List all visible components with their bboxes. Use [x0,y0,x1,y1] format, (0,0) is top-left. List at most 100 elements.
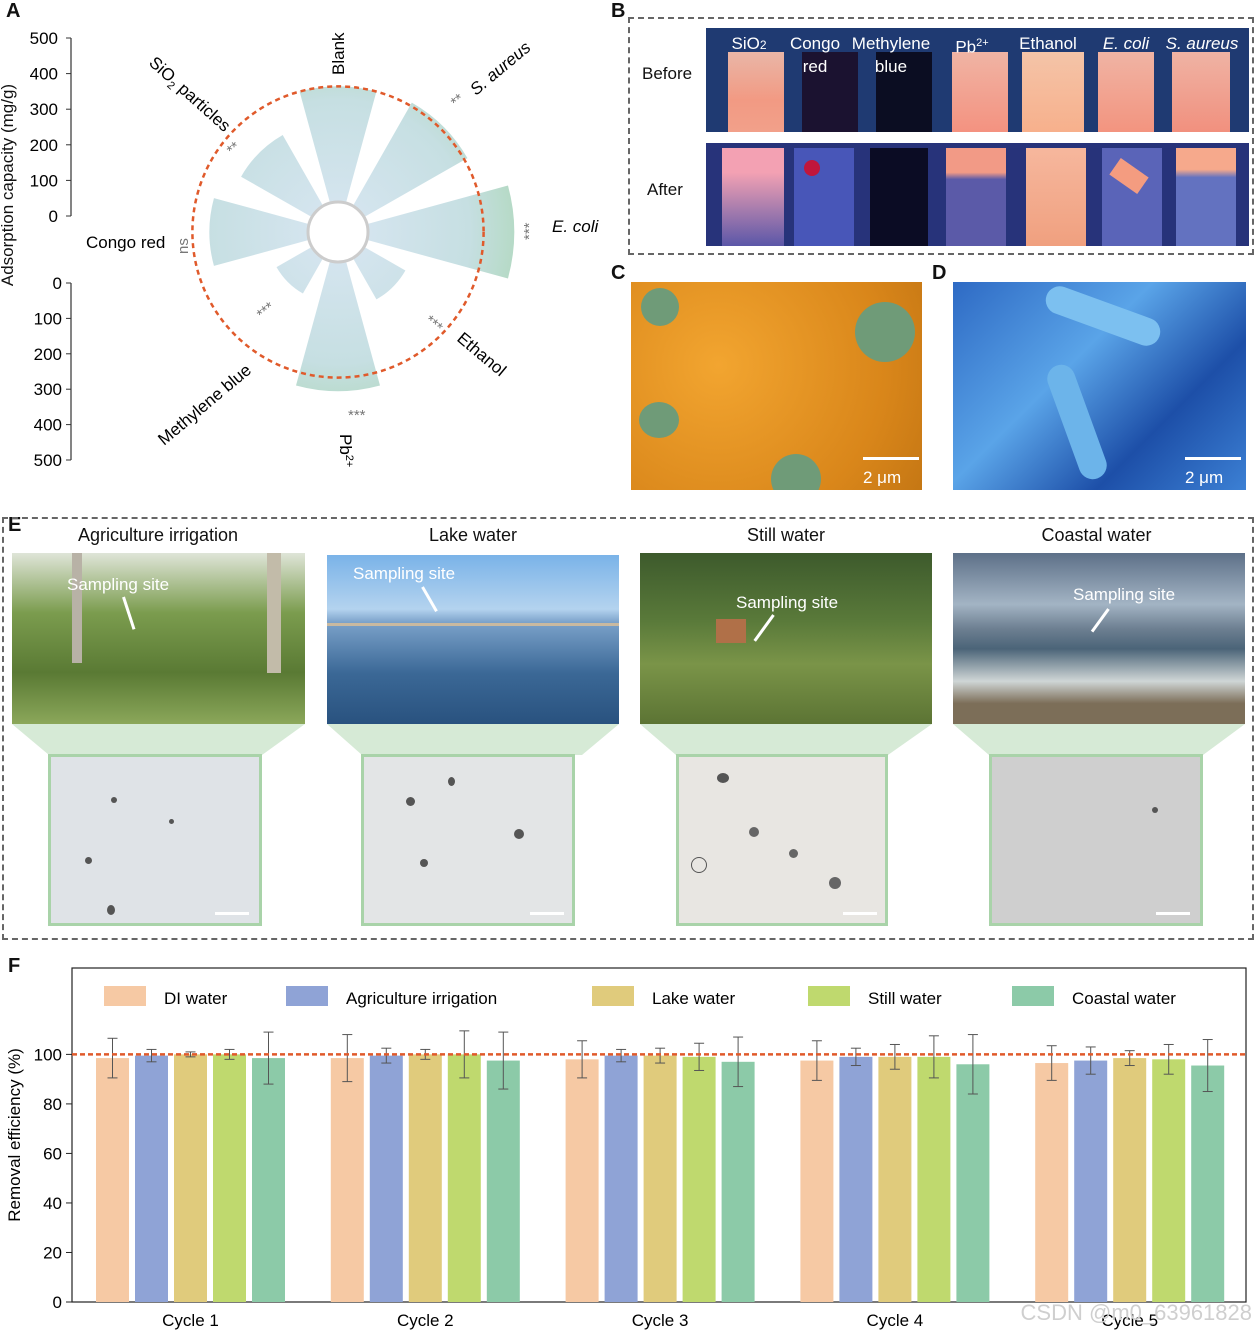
f-legend-label: Lake water [652,989,735,1008]
micrograph-still [676,754,888,926]
f-legend-label: Coastal water [1072,989,1176,1008]
f-legend-swatch [808,986,850,1006]
f-xtick-label: Cycle 5 [1101,1311,1158,1330]
vial-name-sio2: SiO2 [731,34,767,53]
f-ytick-label: 20 [43,1243,62,1262]
site-title-coastal: Coastal water [1041,525,1152,545]
scale-bar-coastal [1156,912,1190,915]
vial-after-mb [870,148,928,246]
f-ylabel: Removal efficiency (%) [5,1048,24,1222]
micrograph-agriculture [48,754,262,926]
scale-bar-d [1185,457,1241,460]
f-bar [486,1060,520,1302]
f-bar [96,1058,129,1302]
upper-tick-label: 200 [30,136,58,155]
lower-tick-label: 0 [53,274,62,293]
lower-tick-label: 300 [34,380,62,399]
f-bar [1191,1065,1225,1302]
f-bar [135,1055,168,1302]
f-bar [252,1058,285,1302]
vial-after-pb [946,148,1006,246]
f-bar [330,1058,364,1302]
panel-e-label: E [8,514,22,536]
polar-axis: 500 400 300 200 100 0 0 100 200 300 400 500 [30,29,72,470]
polar-bars [191,85,515,392]
f-ytick-label: 80 [43,1095,62,1114]
polar-bar-4 [295,260,381,392]
zoom-trapezoid-still [640,724,932,755]
panel-f-label: F [8,955,21,977]
f-bar [408,1054,442,1302]
significance-mark: *** [521,222,538,240]
f-ytick-label: 100 [34,1045,62,1064]
vial-name-pb: Pb2+ [955,37,989,57]
category-label-sio2: SiO2 particles [143,53,234,138]
vial-name-ethanol: Ethanol [1019,34,1077,53]
f-ytick-label: 0 [53,1293,62,1312]
f-bar [721,1061,755,1302]
significance-mark: *** [348,407,366,424]
category-label: Ethanol [453,329,509,381]
vial-before-ethanol [1022,52,1084,132]
row-before-label: Before [642,64,693,83]
sem-image-c: 2 μm [631,282,922,490]
f-bar [878,1056,912,1302]
panel-b-frame [628,17,1254,255]
f-legend-label: Still water [868,989,942,1008]
vial-before-pb [952,52,1008,132]
site-photo-agriculture: Sampling site [12,553,305,724]
category-label: E. coli [552,217,600,236]
f-bar [447,1054,481,1302]
lower-tick-label: 400 [34,416,62,435]
f-bar [1113,1058,1147,1302]
panel-b-label: B [611,0,626,22]
f-bar [643,1055,677,1302]
category-label-pb: Pb2+ [336,434,355,467]
f-bar [682,1056,716,1302]
vial-after-ecoli [1102,148,1162,246]
category-label: Methylene blue [154,360,255,449]
polar-center [306,200,370,264]
f-bar [917,1056,951,1302]
site-marker-lake: Sampling site [353,564,456,583]
panel-a-polar-chart: 500 400 300 200 100 0 0 100 200 300 400 500 Blank S.… [30,29,600,470]
f-bar [800,1060,834,1302]
f-bar [174,1054,207,1302]
scale-label-d: 2 μm [1185,468,1224,487]
f-xtick-label: Cycle 3 [632,1311,689,1330]
lower-tick-label: 100 [34,309,62,328]
site-photo-still: Sampling site [640,553,932,724]
polar-bar-7 [241,135,324,218]
micrograph-coastal [989,754,1203,926]
f-bar [1152,1059,1186,1302]
panel-a-label: A [6,0,21,22]
scale-bar-agriculture [215,912,249,915]
f-legend-swatch [286,986,328,1006]
vial-before-ecoli [1098,52,1154,132]
upper-tick-label: 300 [30,100,58,119]
panel-c-label: C [611,262,626,284]
site-title-lake: Lake water [428,525,518,545]
vial-after-sio2 [722,148,784,246]
significance-mark: *** [254,299,278,323]
vial-before-saureus [1172,52,1230,132]
polar-bar-0 [299,86,377,204]
f-xtick-label: Cycle 1 [162,1311,219,1330]
significance-mark: ns [175,238,192,254]
f-bar [369,1055,403,1302]
f-bar [565,1059,599,1302]
vial-name-mb: Methylene blue [851,34,931,76]
vial-before-mb [876,52,932,132]
site-arrow-lake [421,586,438,612]
category-label: Congo red [86,233,165,252]
panel-d-label: D [932,262,947,284]
upper-tick-label: 500 [30,29,58,48]
f-ytick-label: 40 [43,1194,62,1213]
f-legend-swatch [592,986,634,1006]
polar-bar-6 [209,198,310,266]
f-legend-label: Agriculture irrigation [346,989,497,1008]
vials-after-photo [706,143,1249,246]
f-xtick-label: Cycle 2 [397,1311,454,1330]
f-legend: DI water Agriculture irrigation Lake water… [104,986,1176,1008]
f-bar [1035,1063,1069,1302]
